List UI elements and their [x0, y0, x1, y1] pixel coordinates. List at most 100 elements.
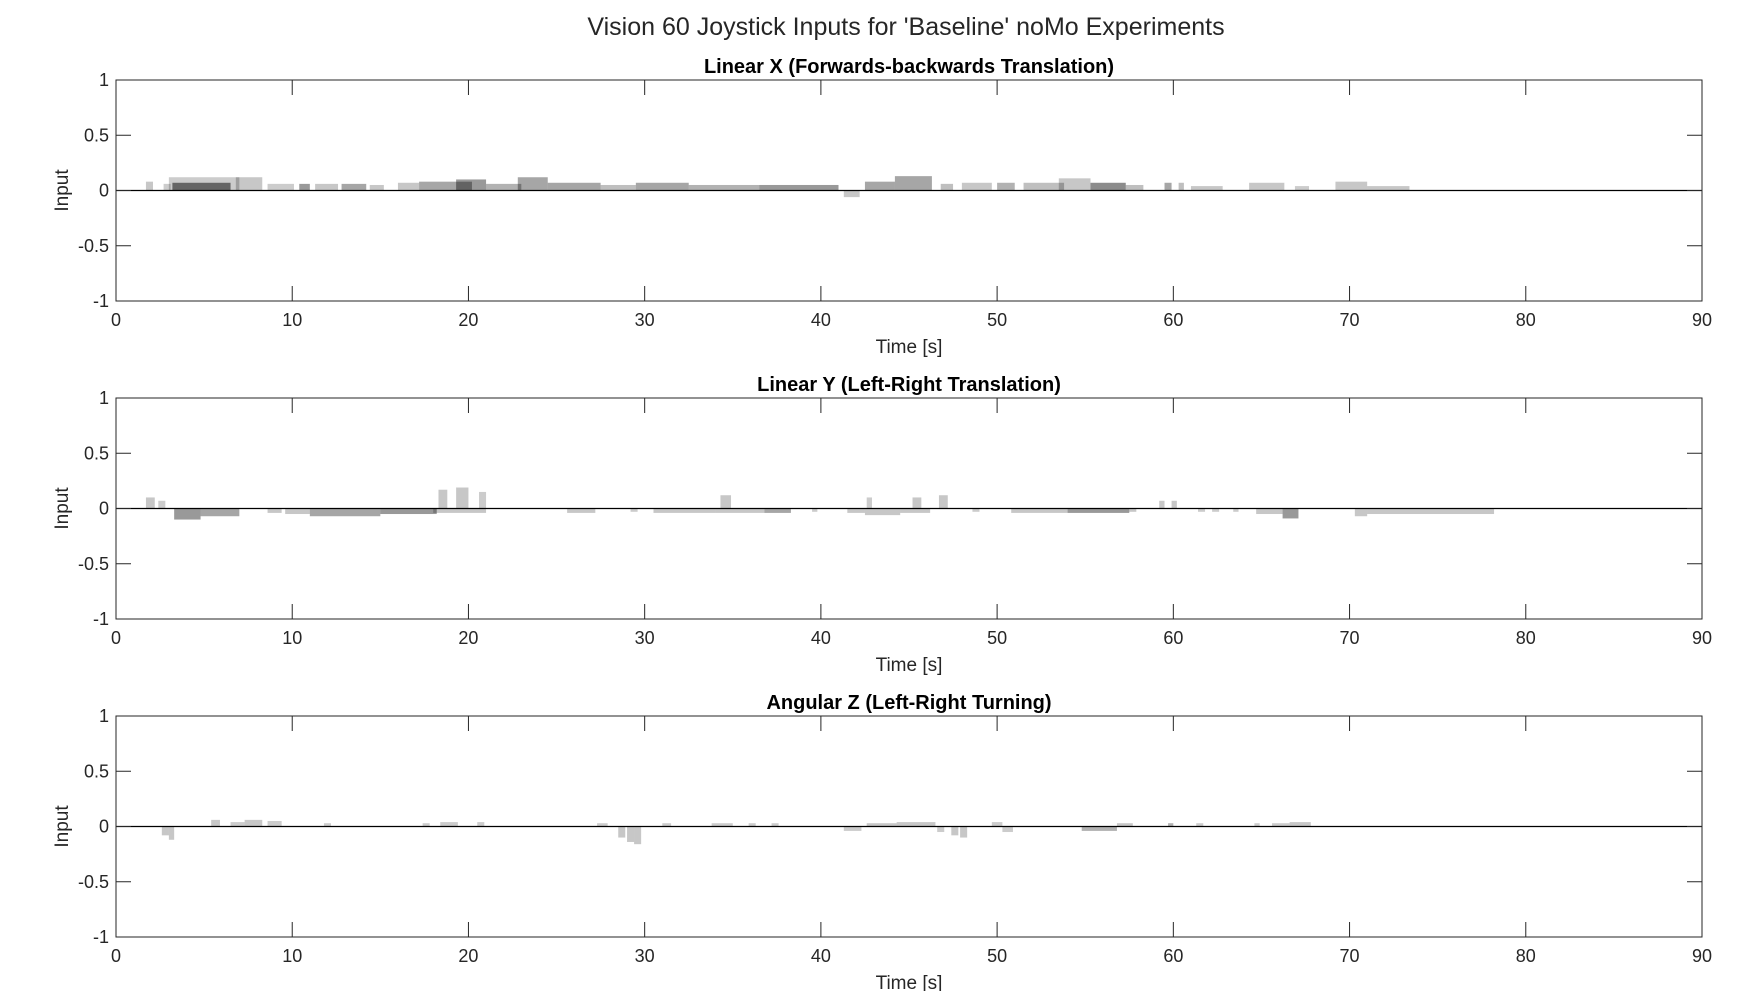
- y-tick-label: -0.5: [78, 872, 109, 892]
- input-area-2: [158, 500, 166, 509]
- input-area-29: [1129, 508, 1137, 512]
- input-area-12: [618, 826, 626, 838]
- x-tick-label: 20: [458, 310, 478, 330]
- input-area-31: [1164, 182, 1172, 191]
- input-area-36: [1282, 508, 1299, 519]
- x-tick-label: 60: [1163, 946, 1183, 966]
- input-area-32: [1178, 182, 1184, 191]
- input-area-9: [438, 489, 448, 509]
- x-axis-label: Time [s]: [876, 655, 943, 676]
- input-area-20: [847, 508, 865, 513]
- input-area-28: [1058, 178, 1091, 191]
- x-tick-label: 0: [111, 946, 121, 966]
- input-area-8: [315, 183, 339, 191]
- input-area-7: [309, 508, 381, 517]
- subplot-2: Linear Y (Left-Right Translation)0 10 20 30…: [52, 374, 1712, 676]
- input-area-16: [547, 182, 601, 191]
- input-area-4: [168, 177, 240, 191]
- y-tick-label: 0: [99, 499, 109, 519]
- y-tick-label: 0.5: [84, 443, 109, 463]
- y-tick-label: 1: [99, 70, 109, 90]
- input-area-7: [323, 823, 331, 827]
- x-tick-label: 20: [458, 628, 478, 648]
- input-area-6: [285, 508, 310, 515]
- x-tick-label: 40: [811, 628, 831, 648]
- input-area-13: [456, 179, 487, 191]
- x-tick-label: 20: [458, 946, 478, 966]
- x-tick-label: 80: [1516, 628, 1536, 648]
- input-area-19: [843, 826, 862, 831]
- input-area-33: [1190, 186, 1223, 191]
- input-area-33: [1289, 822, 1311, 827]
- x-tick-label: 60: [1163, 628, 1183, 648]
- input-area-36: [1335, 181, 1368, 191]
- input-area-13: [567, 508, 596, 513]
- input-area-14: [634, 826, 642, 845]
- input-area-25: [961, 182, 992, 191]
- input-area-37: [1354, 508, 1368, 517]
- input-area-14: [630, 508, 638, 512]
- y-tick-label: -1: [93, 927, 109, 947]
- x-tick-label: 50: [987, 628, 1007, 648]
- input-area-9: [341, 183, 367, 191]
- input-area-26: [997, 182, 1015, 191]
- input-area-1: [145, 181, 154, 191]
- input-area-35: [1256, 508, 1283, 515]
- input-area-30: [1159, 500, 1165, 509]
- input-area-22: [866, 497, 872, 509]
- input-area-26: [1002, 826, 1013, 833]
- input-area-3: [211, 819, 220, 827]
- input-area-6: [267, 183, 294, 191]
- input-area-27: [1023, 182, 1065, 191]
- input-area-18: [771, 823, 779, 827]
- x-tick-label: 60: [1163, 310, 1183, 330]
- x-tick-label: 30: [635, 310, 655, 330]
- input-area-30: [1125, 184, 1144, 191]
- x-tick-label: 90: [1692, 310, 1712, 330]
- x-tick-label: 30: [635, 946, 655, 966]
- input-area-27: [1011, 508, 1068, 513]
- input-area-34: [1249, 182, 1285, 191]
- input-area-8: [380, 508, 437, 515]
- subplot-1: Linear X (Forwards-backwards Translation…: [52, 56, 1712, 358]
- input-area-17: [715, 508, 765, 513]
- input-area-2: [163, 183, 171, 191]
- input-area-1: [145, 497, 155, 509]
- input-area-10: [477, 822, 485, 827]
- y-tick-label: -1: [93, 291, 109, 311]
- input-area-23: [951, 826, 959, 836]
- y-tick-label: 1: [99, 706, 109, 726]
- subplot-title: Linear X (Forwards-backwards Translation…: [704, 56, 1114, 78]
- x-tick-label: 30: [635, 628, 655, 648]
- input-area-8: [422, 823, 430, 827]
- input-area-4: [230, 822, 245, 827]
- input-area-11: [433, 508, 487, 513]
- input-area-22: [937, 826, 945, 833]
- input-area-32: [1198, 508, 1206, 512]
- input-area-27: [1081, 826, 1117, 831]
- input-area-28: [1116, 823, 1133, 827]
- input-area-25: [938, 495, 948, 509]
- x-tick-label: 70: [1340, 310, 1360, 330]
- subplot-3: Angular Z (Left-Right Turning)0 10 20 30 40 5…: [52, 692, 1712, 991]
- input-area-21: [896, 822, 936, 827]
- input-area-15: [662, 823, 672, 827]
- y-tick-label: 1: [99, 388, 109, 408]
- input-area-33: [1212, 508, 1220, 512]
- input-area-15: [517, 177, 548, 191]
- input-area-32: [1272, 823, 1290, 827]
- input-area-1: [161, 826, 169, 836]
- input-area-20: [866, 823, 897, 827]
- input-area-19: [688, 184, 760, 191]
- input-area-29: [1168, 823, 1174, 827]
- y-tick-label: -0.5: [78, 554, 109, 574]
- y-axis-label: Input: [52, 487, 73, 530]
- subplot-title: Angular Z (Left-Right Turning): [766, 692, 1051, 714]
- input-area-5: [244, 819, 263, 827]
- input-area-29: [1090, 182, 1126, 191]
- y-tick-label: 0.5: [84, 125, 109, 145]
- input-area-17: [748, 823, 756, 827]
- input-area-2: [168, 826, 175, 840]
- x-tick-label: 70: [1340, 628, 1360, 648]
